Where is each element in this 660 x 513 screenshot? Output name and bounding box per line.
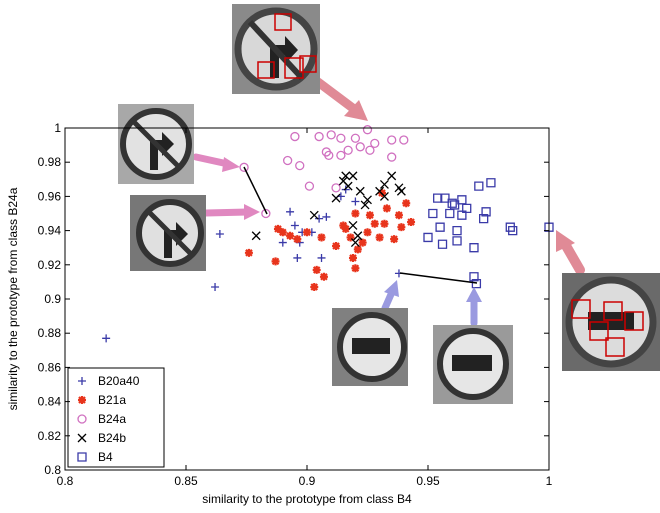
- point: [272, 257, 280, 265]
- x-tick-label: 1: [546, 474, 553, 488]
- legend-label: B24a: [98, 412, 126, 426]
- thumbnail: [118, 104, 194, 184]
- y-tick-label: 0.8: [44, 463, 61, 477]
- x-axis-label: similarity to the prototype from class B…: [202, 492, 412, 506]
- page: B20a40 B21a B24a B24b B4 similarity to the p…: [0, 0, 660, 513]
- truck: [352, 338, 390, 354]
- chart: B20a40 B21a B24a B24b B4 similarity to the p…: [0, 0, 660, 513]
- point: [366, 211, 374, 219]
- point: [320, 273, 328, 281]
- legend: B20a40 B21a B24a B24b B4: [68, 368, 164, 467]
- point: [351, 264, 359, 272]
- x-tick-label: 0.95: [416, 474, 440, 488]
- y-tick-label: 0.9: [44, 292, 61, 306]
- point: [351, 210, 359, 218]
- x-tick-label: 0.85: [174, 474, 198, 488]
- truck: [452, 355, 492, 371]
- thumbnail: [332, 308, 408, 386]
- thumbnail: [562, 273, 660, 371]
- point: [397, 223, 405, 231]
- point: [383, 204, 391, 212]
- point: [376, 233, 384, 241]
- point: [310, 283, 318, 291]
- y-tick-label: 0.82: [38, 429, 62, 443]
- y-tick-label: 0.84: [38, 395, 62, 409]
- y-tick-label: 0.92: [38, 258, 62, 272]
- legend-label: B21a: [98, 393, 126, 407]
- point: [390, 235, 398, 243]
- y-tick-label: 0.86: [38, 360, 62, 374]
- y-tick-label: 0.94: [38, 224, 62, 238]
- point: [342, 225, 350, 233]
- point: [286, 232, 294, 240]
- arrow: [565, 244, 580, 270]
- truck: [588, 312, 634, 330]
- point: [364, 228, 372, 236]
- point: [402, 199, 410, 207]
- legend-marker: [78, 396, 86, 404]
- point: [245, 249, 253, 257]
- thumbnail: [130, 195, 206, 271]
- y-tick-label: 1: [54, 121, 61, 135]
- point: [293, 235, 301, 243]
- y-tick-label: 0.96: [38, 189, 62, 203]
- y-tick-label: 0.88: [38, 326, 62, 340]
- point: [332, 242, 340, 250]
- point: [380, 220, 388, 228]
- point: [349, 254, 357, 262]
- point: [395, 211, 403, 219]
- point: [313, 266, 321, 274]
- legend-label: B4: [98, 450, 113, 464]
- legend-label: B24b: [98, 431, 126, 445]
- point: [371, 220, 379, 228]
- point: [303, 228, 311, 236]
- point: [359, 239, 367, 247]
- point: [318, 233, 326, 241]
- y-tick-label: 0.98: [38, 155, 62, 169]
- point: [354, 245, 362, 253]
- thumbnail: [433, 325, 513, 404]
- arrow: [206, 212, 248, 213]
- x-tick-label: 0.9: [299, 474, 316, 488]
- legend-label: B20a40: [98, 374, 140, 388]
- y-axis-label: similarity to the prototype from class B…: [6, 187, 20, 410]
- point: [274, 225, 282, 233]
- thumbnail: [232, 4, 320, 94]
- point: [407, 218, 415, 226]
